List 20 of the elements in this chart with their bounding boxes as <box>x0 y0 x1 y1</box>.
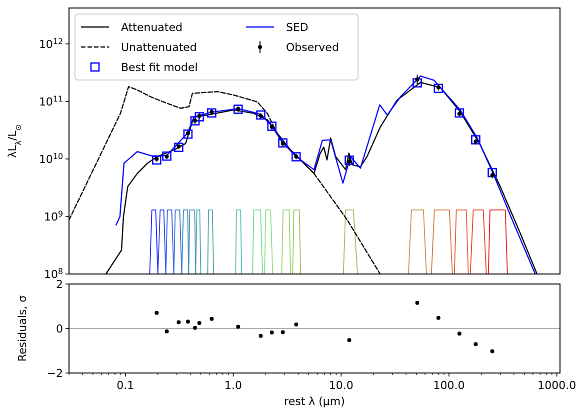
x-tick-label: 10.0 <box>328 379 354 392</box>
x-axis-title: rest λ (µm) <box>284 395 345 408</box>
y-axis-title: Residuals, σ <box>16 295 29 362</box>
x-tick-label: 1000.0 <box>538 379 576 392</box>
legend-label: Observed <box>286 41 339 54</box>
x-tick-label: 0.1 <box>116 379 134 392</box>
legend-label: Attenuated <box>121 21 182 34</box>
y-tick-label: 0 <box>56 322 63 336</box>
x-tick-label: 1.0 <box>224 379 242 392</box>
y-tick-label: 10$^{10}$ <box>38 151 63 166</box>
y-tick-label: 10$^{8}$ <box>44 266 63 281</box>
y-tick-label: −2 <box>46 367 63 380</box>
legend-label: SED <box>286 21 308 34</box>
y-tick-label: 10$^{11}$ <box>38 94 63 108</box>
legend-label: Unattenuated <box>121 41 197 54</box>
y-tick-label: 10$^{9}$ <box>44 208 63 224</box>
legend-label: Best fit model <box>121 61 198 74</box>
x-tick-label: 100.0 <box>433 379 465 392</box>
y-tick-label: 2 <box>56 278 63 291</box>
y-tick-label: 10$^{12}$ <box>38 36 63 51</box>
